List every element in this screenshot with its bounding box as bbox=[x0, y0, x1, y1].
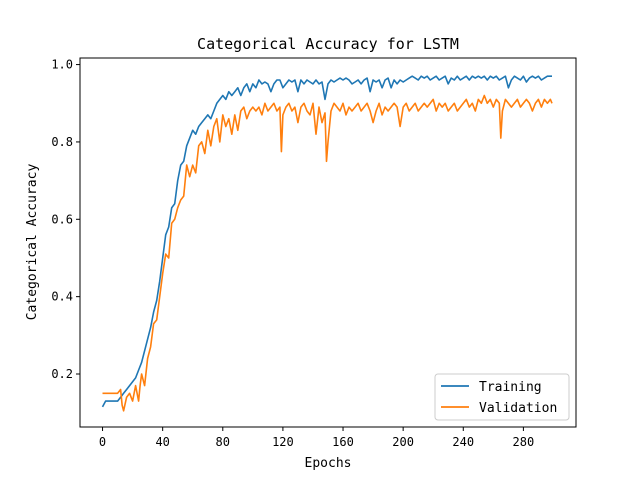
y-tick-label: 0.4 bbox=[51, 290, 73, 304]
x-tick-label: 200 bbox=[392, 435, 414, 449]
x-tick-label: 160 bbox=[332, 435, 354, 449]
y-axis-ticks: 0.2 0.4 0.6 0.8 1.0 bbox=[51, 58, 80, 381]
legend-label-training: Training bbox=[479, 380, 542, 395]
y-tick-label: 1.0 bbox=[51, 58, 73, 72]
x-tick-label: 240 bbox=[452, 435, 474, 449]
series-layer bbox=[101, 75, 553, 412]
x-tick-label: 0 bbox=[99, 435, 106, 449]
plot-area-frame bbox=[79, 57, 577, 428]
legend: Training Validation bbox=[434, 373, 570, 421]
x-tick-label: 80 bbox=[216, 435, 230, 449]
series-line-training bbox=[101, 75, 552, 408]
x-tick-label: 120 bbox=[272, 435, 294, 449]
y-tick-label: 0.8 bbox=[51, 135, 73, 149]
chart-title: Categorical Accuracy for LSTM bbox=[197, 35, 459, 53]
x-axis-ticks: 0 40 80 120 160 200 240 280 bbox=[99, 427, 534, 449]
x-tick-label: 280 bbox=[513, 435, 535, 449]
x-tick-label: 40 bbox=[155, 435, 169, 449]
y-axis-label: Categorical Accuracy bbox=[25, 164, 40, 321]
legend-label-validation: Validation bbox=[479, 401, 557, 416]
y-tick-label: 0.2 bbox=[51, 367, 73, 381]
series-line-validation bbox=[102, 94, 553, 412]
y-tick-label: 0.6 bbox=[51, 212, 73, 226]
x-axis-label: Epochs bbox=[305, 456, 352, 471]
